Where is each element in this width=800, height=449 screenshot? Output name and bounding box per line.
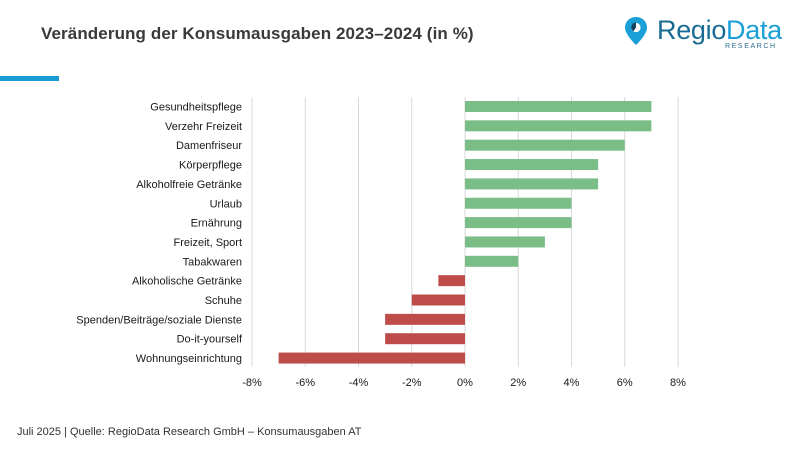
bar [465,101,652,112]
category-label: Schuhe [205,295,242,307]
x-tick-label: -8% [242,377,262,389]
x-tick-label: 2% [510,377,526,389]
bar [465,159,599,171]
category-label: Wohnungseinrichtung [136,353,242,365]
page-title: Veränderung der Konsumausgaben 2023–2024… [41,24,474,43]
category-label: Gesundheitspflege [150,102,242,114]
bar [411,294,465,306]
bar [278,352,465,364]
bar [465,236,545,248]
bar [438,275,465,287]
category-label: Do-it-yourself [177,334,243,346]
category-label: Verzehr Freizeit [165,121,242,133]
bar [465,120,652,132]
logo: RegioData RESEARCH [624,14,784,54]
category-label: Damenfriseur [176,140,242,152]
x-tick-label: -2% [402,377,422,389]
accent-line [0,76,59,81]
bar [465,217,572,229]
category-label: Alkoholfreie Getränke [136,179,242,191]
source-footer: Juli 2025 | Quelle: RegioData Research G… [17,426,362,438]
category-label: Freizeit, Sport [174,237,242,249]
bar [465,178,599,190]
x-tick-label: -4% [349,377,369,389]
bar [385,333,465,345]
category-label: Ernährung [191,218,242,230]
category-label: Spenden/Beiträge/soziale Dienste [76,314,242,326]
logo-subtitle: RESEARCH [725,43,777,50]
bar [465,255,519,267]
logo-brand-part2: Data [726,15,782,45]
x-tick-label: 6% [617,377,633,389]
bar [385,313,465,325]
x-tick-label: 4% [564,377,580,389]
x-tick-label: 8% [670,377,686,389]
logo-brand-part1: Regio [657,15,727,45]
category-label: Tabakwaren [183,256,242,268]
category-label: Alkoholische Getränke [132,276,242,288]
location-pin-icon [625,17,647,45]
bar [465,139,625,151]
bar [465,197,572,209]
category-label: Urlaub [210,198,242,210]
logo-wordmark: RegioData [657,14,782,46]
category-label: Körperpflege [179,160,242,172]
x-tick-label: -6% [295,377,315,389]
x-tick-label: 0% [457,377,473,389]
